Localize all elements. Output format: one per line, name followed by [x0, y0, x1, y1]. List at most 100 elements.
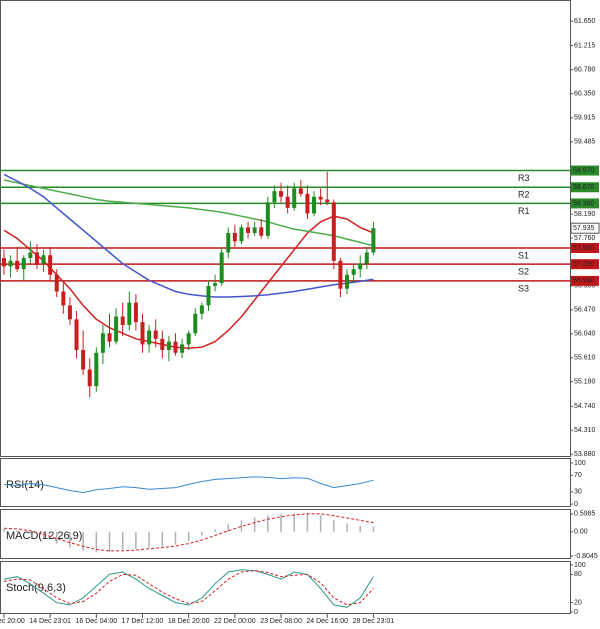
candle-body [61, 291, 66, 306]
candle-body [114, 316, 119, 342]
level-tag [571, 259, 599, 270]
candle-body [358, 263, 363, 270]
candle-body [94, 352, 99, 387]
candle-body [186, 333, 191, 345]
level-name: R3 [518, 173, 530, 183]
level-tag-label: 58.670 [573, 184, 595, 191]
level-tag [571, 182, 599, 193]
y-tick-label: 61.650 [574, 18, 596, 25]
x-tick-label: 28 Dec 23:01 [353, 618, 395, 625]
candle-body [160, 338, 165, 350]
y-tick-label: 56.040 [574, 331, 596, 338]
y-tick-label: 56.470 [574, 307, 596, 314]
y-tick-label: 0.5985 [574, 511, 596, 518]
candle-body [298, 188, 303, 194]
candle-body [133, 302, 138, 323]
candle-body [239, 227, 244, 242]
indicator-line [3, 569, 374, 608]
candle-body [285, 196, 290, 208]
x-tick-label: 16 Dec 04:00 [75, 618, 117, 625]
candle-body [107, 333, 112, 342]
y-tick-label: 0 [574, 609, 578, 616]
panel-frame [0, 561, 571, 614]
candle-body [41, 255, 46, 264]
candle-body [206, 285, 211, 306]
candle-body [87, 369, 92, 387]
candle-body [166, 341, 171, 350]
x-tick-label: 17 Dec 12:00 [122, 618, 164, 625]
candle-body [100, 333, 105, 353]
y-tick-label: 80 [574, 571, 582, 578]
candle-body [120, 316, 125, 325]
last-price-label: 57.935 [573, 225, 595, 232]
candle-body [318, 196, 323, 200]
y-tick-label: 59.915 [574, 115, 596, 122]
candle-body [259, 227, 264, 236]
indicator-line [3, 215, 374, 350]
x-tick-label: 22 Dec 00:00 [214, 618, 256, 625]
candle-body [173, 341, 178, 353]
candle-body [127, 302, 132, 325]
candle-body [305, 193, 310, 214]
level-tag [571, 198, 599, 209]
y-tick-label: 100 [574, 460, 586, 467]
y-tick-label: 54.740 [574, 403, 596, 410]
candle-body [364, 252, 369, 264]
candle-body [74, 319, 79, 350]
candle-body [147, 330, 152, 345]
candle-body [67, 305, 72, 320]
x-tick-label: 14 Dec 23:01 [29, 618, 71, 625]
candle-body [15, 260, 20, 270]
y-tick-label: 61.215 [574, 42, 596, 49]
level-tag-label: 58.380 [573, 200, 595, 207]
level-tag [571, 165, 599, 176]
level-name: S2 [518, 267, 529, 277]
y-tick-label: 57.760 [574, 235, 596, 242]
level-name: S1 [518, 250, 529, 260]
indicator-line [3, 513, 374, 552]
y-tick-label: 70 [574, 472, 582, 479]
indicator-line [3, 173, 374, 298]
candle-body [292, 188, 297, 208]
y-tick-label: 100 [574, 562, 586, 569]
level-tag-label: 56.990 [573, 278, 595, 285]
x-tick-label: 18 Dec 20:00 [168, 618, 210, 625]
y-tick-label: 55.180 [574, 379, 596, 386]
x-tick-label: 24 Dec 16:00 [306, 618, 348, 625]
y-tick-label: 56.900 [574, 283, 596, 290]
candle-body [265, 202, 270, 236]
candle-body [351, 269, 356, 275]
candle-body [371, 228, 376, 253]
indicator-line [3, 570, 374, 606]
level-tag [571, 243, 599, 254]
candle-body [272, 191, 277, 203]
candle-body [8, 260, 13, 267]
level-name: R1 [518, 206, 530, 216]
x-tick-label: 23 Dec 08:00 [260, 618, 302, 625]
level-tag-label: 57.580 [573, 245, 595, 252]
candle-body [48, 255, 53, 275]
candle-body [1, 258, 6, 267]
y-tick-label: 60.350 [574, 90, 596, 97]
indicator-line [3, 179, 374, 247]
candle-body [345, 274, 350, 289]
candle-body [213, 283, 218, 286]
level-name: R2 [518, 190, 530, 200]
candle-body [193, 313, 198, 334]
y-tick-label: 53.880 [574, 451, 596, 458]
last-price-tag [570, 222, 600, 234]
candle-body [312, 196, 317, 214]
candle-body [199, 305, 204, 314]
candle-body [252, 227, 257, 233]
candle-body [246, 227, 251, 233]
candle-body [325, 199, 330, 203]
y-tick-label: 58.190 [574, 211, 596, 218]
level-tag-label: 58.970 [573, 167, 595, 174]
candle-body [232, 232, 237, 242]
panel-frame [0, 0, 571, 457]
panel-title: RSI(14) [6, 479, 44, 491]
y-tick-label: 30 [574, 489, 582, 496]
candle-body [81, 349, 86, 370]
candle-body [153, 330, 158, 339]
